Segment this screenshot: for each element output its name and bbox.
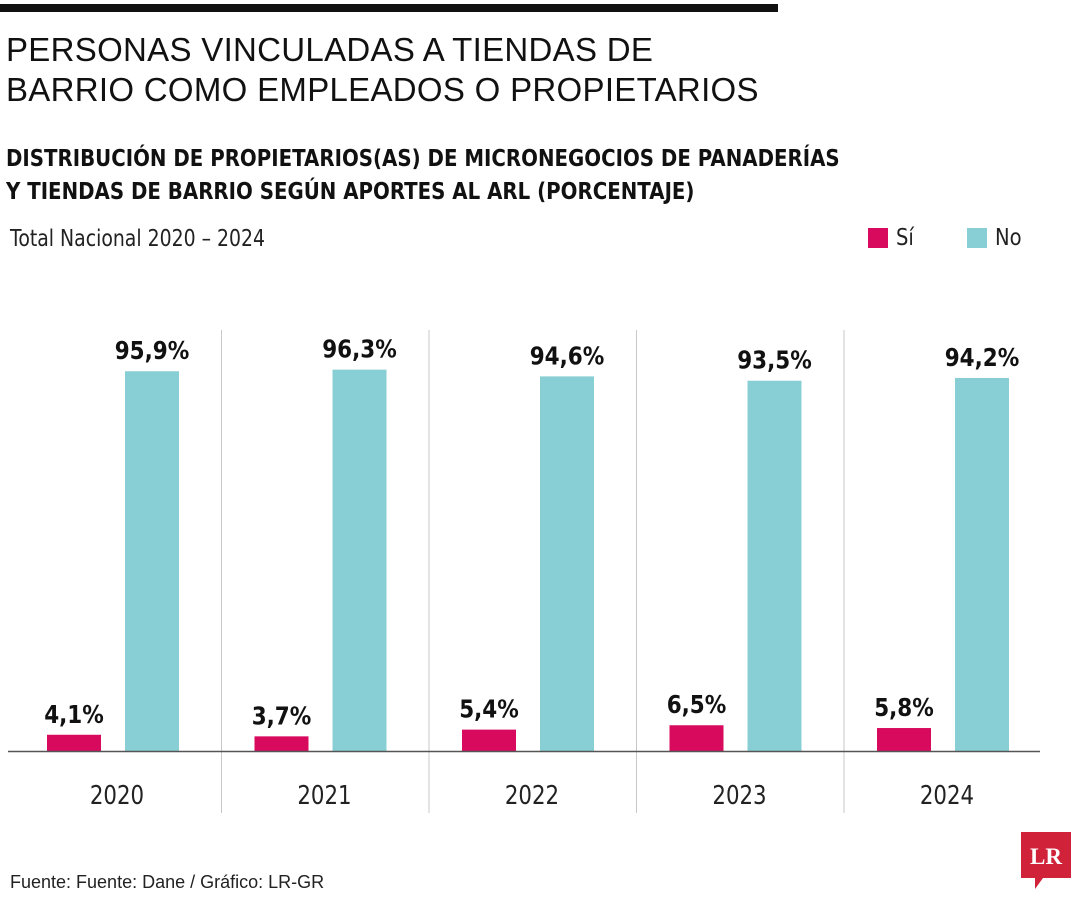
bar-si-2023 (669, 725, 724, 751)
subtitle-line-1: DISTRIBUCIÓN DE PROPIETARIOS(AS) DE MICR… (6, 146, 840, 172)
legend-swatch-si (868, 228, 888, 248)
bar-si-2022 (462, 729, 516, 751)
lr-logo: LR (1021, 832, 1071, 889)
legend-item-no: No (967, 225, 1026, 251)
data-label-no-2024: 94,2% (945, 343, 1020, 372)
bar-si-2024 (877, 728, 931, 751)
data-label-no-2022: 94,6% (530, 342, 605, 371)
top-rule (0, 4, 778, 12)
lr-logo-shape (1021, 832, 1071, 889)
lr-logo-text: LR (1030, 844, 1062, 869)
data-label-si-2021: 3,7% (252, 702, 312, 731)
legend-label-no: No (995, 225, 1022, 251)
data-label-si-2022: 5,4% (459, 695, 519, 724)
chart-title: PERSONAS VINCULADAS A TIENDAS DE BARRIO … (6, 30, 906, 110)
x-tick-2024: 2024 (920, 780, 974, 811)
data-label-no-2021: 96,3% (322, 335, 397, 364)
subtitle-line-2: Y TIENDAS DE BARRIO SEGÚN APORTES AL ARL… (6, 179, 695, 205)
data-label-no-2020: 95,9% (115, 337, 190, 366)
title-line-1: PERSONAS VINCULADAS A TIENDAS DE (6, 31, 654, 68)
data-label-si-2020: 4,1% (44, 700, 104, 729)
data-label-si-2024: 5,8% (874, 694, 934, 723)
bar-chart: 4,1% 95,9% 2020 3,7% 96,3% 2021 5,4% 94,6% 2022 6… (8, 330, 1040, 813)
source-note: Fuente: Fuente: Dane / Gráfico: LR-GR (10, 872, 325, 892)
bar-si-2020 (47, 734, 101, 751)
legend-label-si: Sí (896, 225, 914, 251)
bar-no-2022 (540, 376, 594, 751)
data-label-no-2023: 93,5% (737, 346, 812, 375)
data-label-si-2023: 6,5% (667, 691, 727, 720)
x-tick-2021: 2021 (297, 780, 351, 811)
legend-swatch-no (967, 228, 987, 248)
x-tick-2020: 2020 (90, 780, 144, 811)
legend-item-si: Sí (868, 225, 917, 251)
scope-label: Total Nacional 2020 – 2024 (10, 226, 266, 252)
title-line-2: BARRIO COMO EMPLEADOS O PROPIETARIOS (6, 71, 759, 108)
chart-subtitle: DISTRIBUCIÓN DE PROPIETARIOS(AS) DE MICR… (6, 143, 866, 209)
x-tick-2022: 2022 (505, 780, 559, 811)
bar-no-2020 (125, 371, 179, 751)
x-tick-2023: 2023 (712, 780, 766, 811)
bar-si-2021 (254, 736, 309, 751)
bar-no-2023 (747, 380, 802, 751)
bar-no-2024 (955, 377, 1009, 751)
bar-no-2021 (332, 369, 387, 751)
